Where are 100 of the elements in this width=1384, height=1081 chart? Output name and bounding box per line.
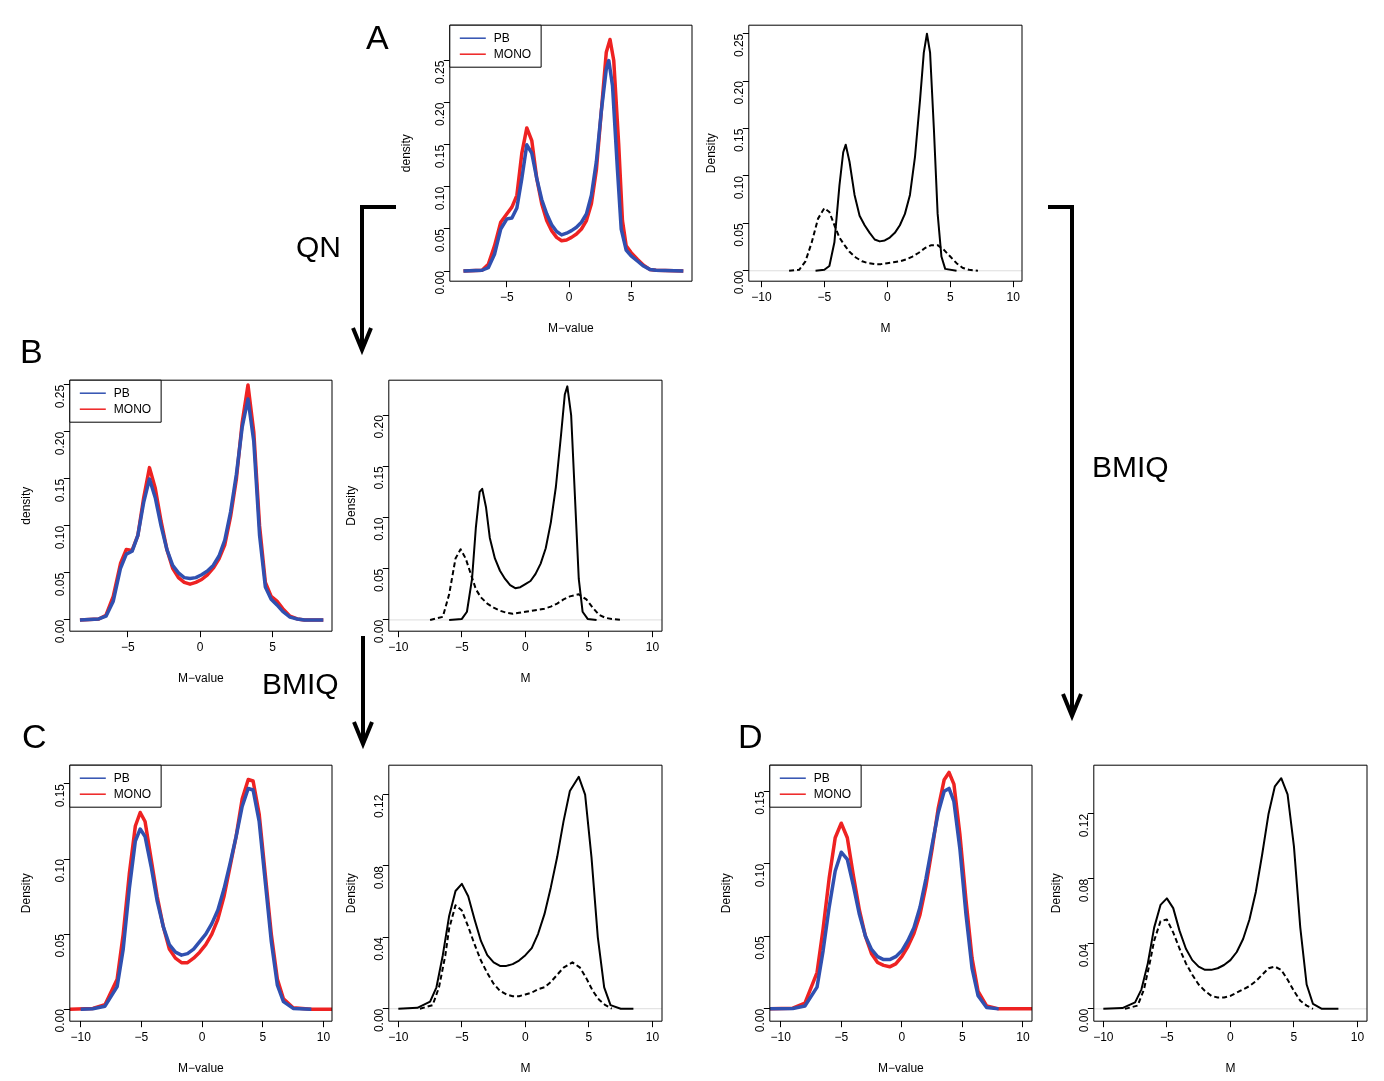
y-tick-label: 0.05 [732,223,747,247]
x-tick-label: 0 [198,1029,206,1044]
y-axis-title: Density [343,873,358,914]
chart-title: A [366,18,389,56]
text: BMIQ [1092,450,1169,483]
x-tick-label: 5 [1290,1029,1298,1044]
y-tick-label: 0.00 [372,619,387,644]
y-tick-label: 0.00 [372,1008,387,1033]
y-tick-label: 0.05 [372,568,387,593]
x-tick-label: 0 [565,289,573,304]
y-tick-label: 0.20 [433,102,448,127]
legend-label: PB [113,385,130,400]
x-tick-label: 0 [883,289,891,304]
x-tick-label: 5 [585,639,593,654]
y-tick-label: 0.15 [732,128,747,152]
y-axis-title: Density [703,133,718,174]
x-tick-label: 10 [1006,289,1021,304]
chart-title: D [738,717,763,755]
y-tick-label: 0.08 [372,865,387,890]
x-tick-label: 10 [1350,1029,1365,1044]
x-tick-label: 5 [269,639,277,654]
x-axis-title: M [520,1061,531,1076]
x-tick-label: −10 [388,639,409,654]
x-tick-label: −5 [834,1029,849,1044]
y-tick-label: 0.25 [53,384,68,409]
text: QN [296,230,341,263]
y-tick-label: 0.10 [53,858,68,883]
y-tick-label: 0.15 [53,478,68,503]
y-tick-label: 0.00 [753,1008,768,1033]
y-tick-label: 0.20 [732,80,747,105]
y-tick-label: 0.04 [372,937,387,961]
chart-title: C [22,717,47,755]
x-tick-label: −5 [134,1029,149,1044]
x-tick-label: 0 [522,639,530,654]
y-tick-label: 0.00 [433,270,448,295]
chart-title: B [20,332,43,370]
x-tick-label: −5 [455,639,470,654]
x-tick-label: 10 [1016,1029,1030,1044]
y-tick-label: 0.00 [732,270,747,295]
legend-label: MONO [493,46,532,61]
x-tick-label: 5 [259,1029,267,1044]
x-axis-title: M [880,321,891,336]
x-tick-label: 10 [645,639,660,654]
x-axis-title: M [520,671,531,686]
y-axis-title: Density [18,873,33,914]
text: BMIQ [262,667,339,700]
y-tick-label: 0.12 [372,794,387,818]
x-tick-label: −10 [751,289,772,304]
x-axis-title: M−value [178,1061,225,1076]
x-tick-label: −10 [388,1029,409,1044]
x-tick-label: −5 [1160,1029,1175,1044]
y-tick-label: 0.10 [372,517,387,541]
x-axis-title: M−value [878,1061,925,1076]
x-tick-label: 0 [522,1029,530,1044]
y-tick-label: 0.10 [753,863,768,888]
x-tick-label: −10 [770,1029,792,1044]
y-tick-label: 0.05 [53,933,68,958]
y-tick-label: 0.15 [53,783,68,808]
x-tick-label: 0 [898,1029,906,1044]
x-tick-label: −5 [817,289,832,304]
x-tick-label: 0 [196,639,204,654]
y-tick-label: 0.10 [732,175,747,200]
x-tick-label: 10 [645,1029,660,1044]
legend-label: PB [113,770,130,785]
x-tick-label: −5 [500,289,515,304]
y-tick-label: 0.04 [1077,943,1092,968]
legend-label: PB [493,30,510,45]
y-tick-label: 0.10 [53,525,68,550]
x-tick-label: 0 [1227,1029,1235,1044]
y-tick-label: 0.20 [53,431,68,456]
legend-label: MONO [113,401,152,416]
x-tick-label: 5 [946,289,954,304]
x-axis-title: M [1225,1061,1236,1076]
y-axis-title: Density [343,485,358,526]
y-tick-label: 0.00 [1077,1008,1092,1033]
y-tick-label: 0.15 [433,144,448,169]
legend-label: MONO [113,786,152,801]
x-tick-label: 5 [585,1029,593,1044]
x-tick-label: −10 [1093,1029,1114,1044]
x-tick-label: −10 [70,1029,92,1044]
y-tick-label: 0.05 [53,572,68,597]
y-tick-label: 0.25 [732,33,747,58]
x-tick-label: −5 [120,639,135,654]
x-tick-label: 5 [627,289,635,304]
y-tick-label: 0.05 [433,228,448,253]
x-tick-label: −5 [455,1029,470,1044]
y-axis-title: Density [1048,873,1063,914]
y-tick-label: 0.12 [1077,813,1092,838]
legend-label: PB [813,770,830,785]
y-axis-title: density [398,134,413,173]
y-axis-title: density [18,486,33,525]
x-axis-title: M−value [178,671,225,686]
y-tick-label: 0.25 [433,60,448,84]
x-axis-title: M−value [548,321,595,336]
x-tick-label: 5 [959,1029,967,1044]
y-tick-label: 0.05 [753,936,768,960]
y-tick-label: 0.08 [1077,878,1092,903]
y-tick-label: 0.15 [372,465,387,490]
x-tick-label: 10 [316,1029,331,1044]
y-tick-label: 0.00 [53,1008,68,1033]
